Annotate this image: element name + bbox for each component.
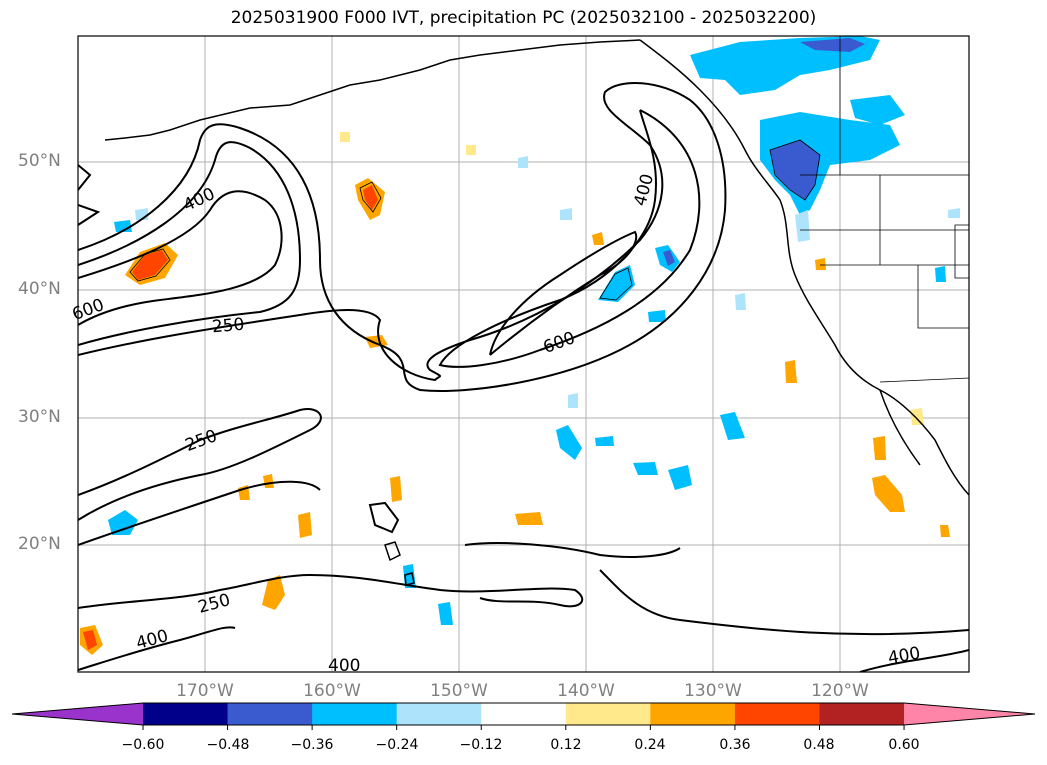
precip-blob-negative [648,310,666,322]
precip-blob-positive [298,512,312,538]
colorbar-segment [650,703,736,725]
precip-blob-negative [948,208,960,218]
precip-blob-positive [592,232,604,245]
lat-label: 40°N [18,279,61,299]
colorbar [11,702,1036,730]
precip-blob-negative [735,293,746,310]
contour-label: 400 [328,656,361,676]
contour-400-arc [438,109,701,368]
precip-blob-positive [263,474,274,488]
precip-blob-positive [340,132,350,142]
precip-blob-positive [872,475,905,512]
coast-aleutian [104,39,641,141]
precip-blob-positive [785,360,797,383]
precip-blob-negative [668,465,692,490]
contour-mid-isl [464,542,681,559]
precip-blob-negative [518,156,528,168]
precip-blob-negative [595,436,614,446]
precip-blob-positive [132,250,168,280]
precip-blob-positive [515,512,543,525]
colorbar-tick-label: −0.24 [375,737,419,753]
lat-label: 30°N [18,407,61,427]
precip-blob-positive [83,630,97,650]
precip-blob-negative [850,95,905,125]
contour-label: 250 [211,314,246,338]
colorbar-segment [734,703,820,725]
precip-blob-positive [940,525,950,537]
colorbar-segment [143,703,229,725]
precip-blob-negative [633,462,658,475]
precip-blob-negative [770,140,820,200]
precip-blob-negative [598,265,635,302]
precip-blob-positive [363,185,378,210]
map-frame [77,35,970,673]
colorbar-tick-label: 0.12 [550,737,582,753]
lon-label: 170°W [176,681,234,701]
hawaii [384,541,415,586]
precip-blob-negative [108,510,138,535]
coastlines [104,39,969,586]
contour-bottom-right [599,569,969,636]
precip-blob-positive [815,258,826,270]
contour-hole [368,501,400,534]
colorbar-tick-label: −0.12 [459,737,503,753]
colorbar-segment [481,703,567,725]
lon-label: 140°W [557,681,615,701]
colorbar-tick-label: 0.48 [803,737,835,753]
contour-600-north [78,190,283,326]
contour-250-north [78,82,727,392]
colorbar-segment [396,703,482,725]
lon-label: 120°W [811,681,869,701]
colorbar-tick-label: −0.60 [121,737,165,753]
ivt-contours [78,82,969,672]
colorbar-tick-label: 0.24 [634,737,666,753]
map-title: 2025031900 F000 IVT, precipitation PC (2… [230,8,817,28]
contour-250-bottom [78,573,584,609]
precip-blob-negative [720,412,745,440]
precip-shading [80,36,960,655]
state-borders [800,36,969,383]
precip-blob-negative [560,208,572,220]
colorbar-segment [819,703,905,725]
coast-na [639,39,969,496]
precip-blob-positive [262,575,285,610]
colorbar-segment [312,703,398,725]
precip-blob-negative [556,425,582,460]
colorbar-extend-left [12,703,143,725]
precip-outlines [129,139,821,301]
precip-blob-negative [663,250,675,266]
precip-blob-negative [568,393,578,408]
colorbar-tick-label: −0.48 [206,737,250,753]
precip-blob-negative [800,38,865,52]
colorbar-segment [565,703,651,725]
precip-blob-negative [438,602,453,625]
colorbar-extend-right [904,703,1035,725]
lat-label: 20°N [18,534,61,554]
contour-250-south [78,408,322,521]
colorbar-segment [227,703,313,725]
precip-blob-positive [466,145,476,155]
precip-blob-positive [910,408,924,425]
contour-edge-left [78,164,101,226]
lon-label: 150°W [430,681,488,701]
colorbar-tick-label: 0.60 [888,737,920,753]
precip-blob-positive [873,436,886,460]
colorbar-tick-label: −0.36 [290,737,334,753]
lon-label: 160°W [303,681,361,701]
contour-600-arc [489,230,638,356]
precip-blob-negative [795,210,810,242]
lon-label: 130°W [684,681,742,701]
colorbar-tick-label: 0.36 [719,737,751,753]
contour-400-north [78,141,302,346]
precip-blob-positive [390,476,402,502]
lat-label: 50°N [18,151,61,171]
contour-250-lower [78,480,321,546]
contour-400-bottom [78,626,236,671]
precip-blob-negative [935,266,946,282]
precip-blob-negative [135,208,148,220]
coast-na-2 [879,389,921,466]
contour-400-br [859,649,969,672]
precip-blob-positive [365,335,388,348]
